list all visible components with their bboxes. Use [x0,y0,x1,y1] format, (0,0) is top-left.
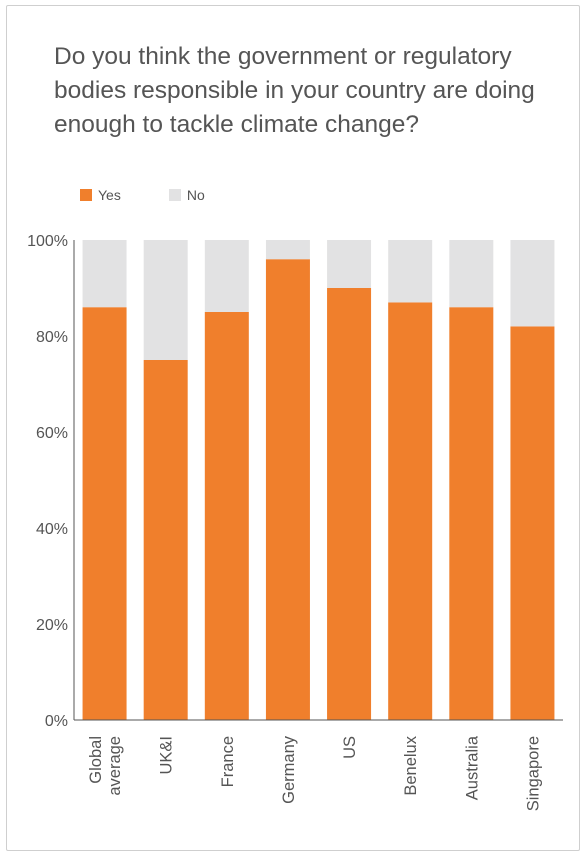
bar-yes [82,307,127,720]
x-tick-label-line: Global [87,736,105,784]
x-tick-label-line: France [219,736,237,787]
bar-no [82,240,127,308]
bar-yes [510,326,555,720]
y-tick-label: 0% [45,713,68,730]
x-tick-label-line: Australia [463,735,481,800]
legend-swatch-no [168,189,181,201]
x-tick-label: Australia [463,735,481,800]
legend-label-yes: Yes [98,187,121,203]
y-axis: 0% 20% 40% 60% 80% 100% [27,233,75,730]
bar-no [265,240,310,260]
bar-no [388,240,433,303]
x-tick-label: US [341,736,359,759]
bar-yes [449,307,494,720]
legend-swatch-yes [80,189,92,201]
y-tick-label: 20% [36,617,68,634]
x-tick-label: Benelux [402,735,420,795]
bar-yes [327,288,372,720]
bar-no [510,240,555,327]
x-tick-label: France [219,736,237,787]
x-tick-label: Globalaverage [87,736,124,796]
x-axis: Globalaverage UK&I France Germany US Benelux A… [74,719,563,811]
bar-yes [388,302,433,720]
x-tick-label: Germany [280,735,298,804]
x-tick-label: UK&I [158,736,176,775]
legend-item-yes: Yes [80,187,121,203]
y-tick-label: 100% [27,233,68,250]
x-tick-label-line: UK&I [158,736,176,775]
x-tick-label-line: Singapore [524,736,542,811]
bar-yes [204,312,249,720]
x-tick-label: Singapore [524,736,542,811]
bar-no [449,240,494,308]
x-tick-label-line: Germany [280,735,298,804]
bar-no [143,240,188,360]
y-tick-label: 80% [36,329,68,346]
y-tick-label: 40% [36,521,68,538]
x-tick-label-line: Benelux [402,735,420,795]
chart-legend: Yes No [80,185,253,205]
chart-title: Do you think the government or regulator… [54,43,535,138]
bar-no [204,240,249,312]
bars [82,240,555,720]
bar-yes [265,259,310,720]
bar-yes [143,360,188,720]
legend-item-no: No [168,187,205,203]
legend-label-no: No [186,187,205,203]
x-tick-label-line: US [341,736,359,759]
y-tick-label: 60% [36,425,68,442]
x-tick-label-line: average [106,736,124,796]
bar-no [327,240,372,288]
